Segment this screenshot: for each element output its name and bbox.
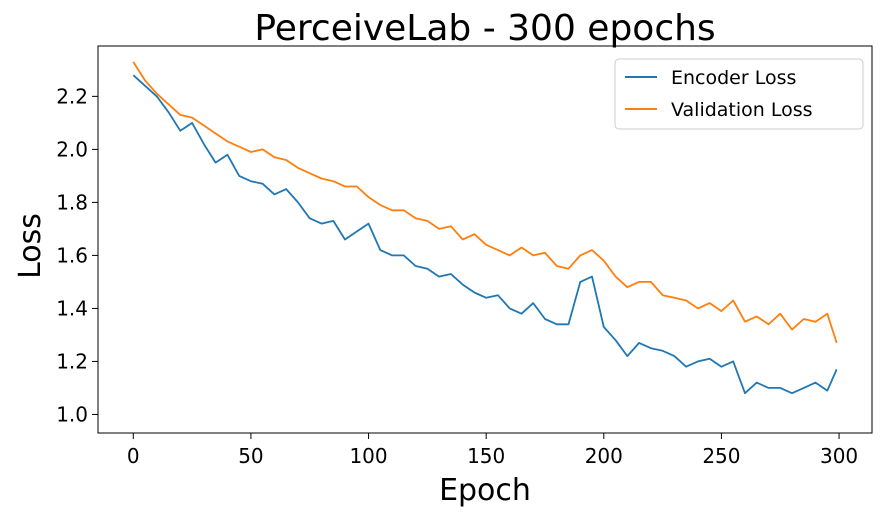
y-tick-label: 1.8: [56, 190, 88, 214]
y-tick-label: 1.0: [56, 402, 88, 426]
y-tick-label: 1.4: [56, 296, 88, 320]
x-tick-label: 250: [702, 444, 740, 468]
y-tick-label: 1.2: [56, 349, 88, 373]
x-tick-label: 150: [467, 444, 505, 468]
x-tick-label: 300: [820, 444, 858, 468]
x-tick-label: 200: [585, 444, 623, 468]
y-tick-label: 2.2: [56, 84, 88, 108]
legend-label-1: Validation Loss: [671, 99, 813, 121]
plot-frame: [97, 45, 873, 434]
x-tick-label: 0: [127, 444, 140, 468]
plot-area: [97, 45, 873, 434]
x-axis: 0 50 100 150 200 250 300: [127, 433, 858, 468]
y-axis-label: Loss: [13, 213, 48, 279]
x-tick-label: 50: [238, 444, 263, 468]
series-line-0: [132, 74, 838, 395]
x-axis-label: Epoch: [439, 473, 531, 508]
legend: Encoder Loss Validation Loss: [614, 58, 864, 130]
y-tick-label: 2.0: [56, 137, 88, 161]
x-tick-label: 100: [349, 444, 387, 468]
y-axis: 1.0 1.2 1.4 1.6 1.8 2.0 2.2: [56, 84, 98, 426]
y-tick-label: 1.6: [56, 243, 88, 267]
legend-label-0: Encoder Loss: [671, 67, 796, 89]
chart-title: PerceiveLab - 300 epochs: [254, 8, 715, 49]
legend-box: [614, 58, 864, 130]
series-line-1: [132, 61, 838, 344]
